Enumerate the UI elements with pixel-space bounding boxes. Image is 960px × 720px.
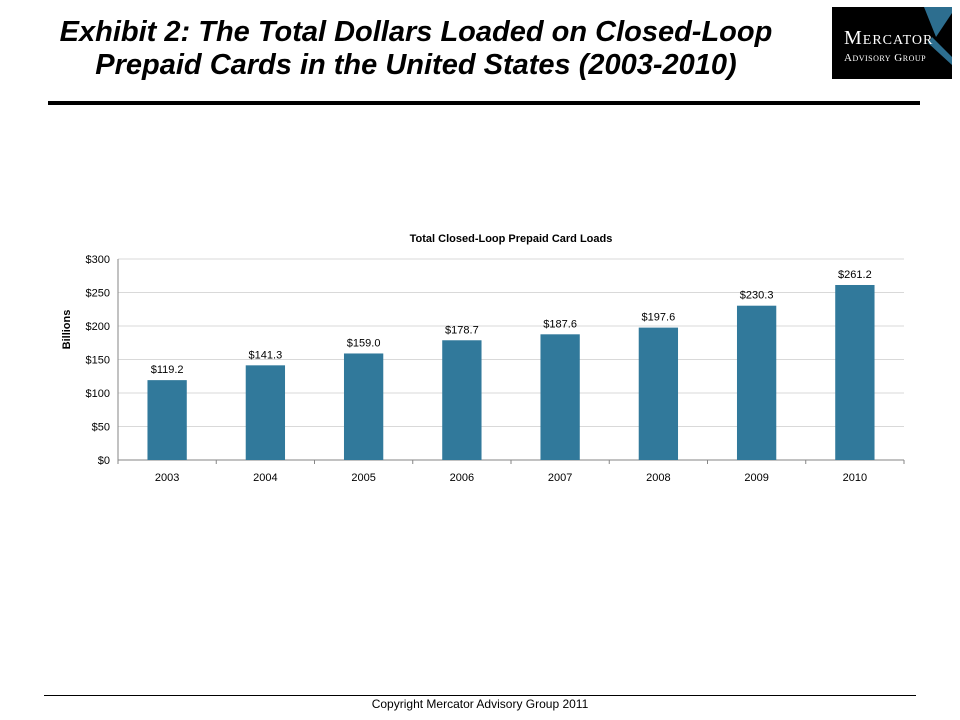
bar-chart: Total Closed-Loop Prepaid Card Loads Bill… [61,233,905,484]
y-tick-label: $100 [86,388,110,400]
data-label: $178.7 [445,324,479,336]
x-tick-label: 2008 [646,472,670,484]
x-tick-label: 2004 [253,472,277,484]
x-tick-label: 2007 [548,472,572,484]
data-label: $159.0 [347,337,381,349]
x-tick-label: 2010 [843,472,867,484]
footer-rule [44,695,916,696]
x-tick-label: 2005 [351,472,375,484]
bar [835,284,875,460]
y-tick-label: $0 [98,455,110,467]
page-title: Exhibit 2: The Total Dollars Loaded on C… [16,16,816,82]
bar [245,365,286,460]
title-line-1: Exhibit 2: The Total Dollars Loaded on C… [59,16,773,48]
bar [638,327,679,460]
chart-container: Total Closed-Loop Prepaid Card Loads Bill… [48,222,918,507]
bar [540,334,580,460]
data-label: $119.2 [151,364,184,376]
y-tick-label: $200 [86,321,110,333]
copyright-text: Copyright Mercator Advisory Group 2011 [371,697,589,711]
x-tick-label: 2006 [450,472,474,484]
title-line-2: Prepaid Cards in the United States (2003… [95,49,737,81]
mercator-logo: Mercator Advisory Group [832,7,952,79]
y-tick-label: $300 [86,254,110,266]
data-label: $141.3 [249,349,283,361]
title-rule [48,101,920,105]
bar [442,340,482,460]
y-tick-label: $150 [86,355,110,367]
bar [343,353,384,460]
logo-name: Mercator [844,27,934,49]
y-axis-label: Billions [61,310,73,350]
data-label: $230.3 [740,290,774,302]
y-tick-label: $250 [86,288,110,300]
data-label: $261.2 [838,269,872,281]
logo-swoosh-icon [924,7,952,65]
bar [147,380,187,460]
chart-title: Total Closed-Loop Prepaid Card Loads [410,233,613,245]
bar [736,305,777,460]
data-label: $197.6 [642,312,676,324]
logo-subtitle: Advisory Group [844,52,927,64]
data-label: $187.6 [543,318,577,330]
x-tick-label: 2009 [744,472,768,484]
y-tick-label: $50 [92,422,110,434]
x-tick-label: 2003 [155,472,179,484]
